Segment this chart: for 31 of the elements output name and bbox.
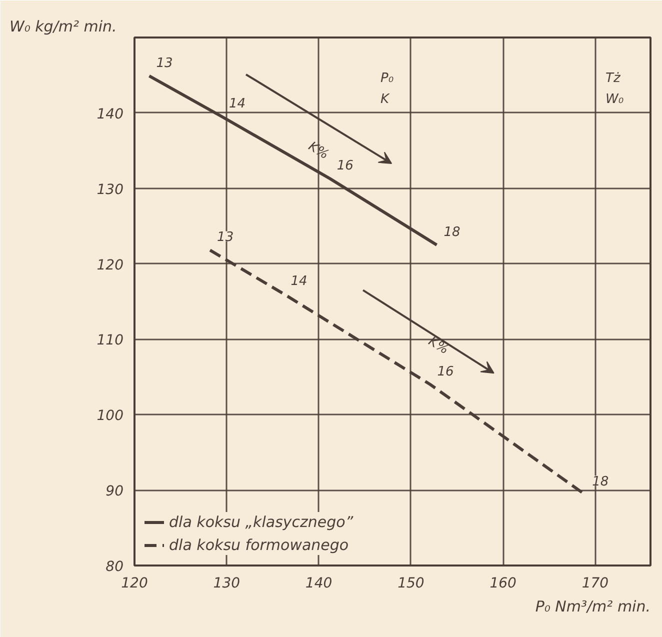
x-tick-label: 120 [121,576,148,592]
annotation: K% [306,139,332,163]
legend-label: dla koksu „klasycznego” [169,513,354,531]
y-tick-label: 130 [96,182,124,198]
annotation: 16 [336,158,354,174]
legend-label: dla koksu formowanego [169,536,349,554]
x-tick-label: 130 [213,576,240,592]
y-axis-title: W₀ kg/m² min. [10,18,117,36]
annotation: 14 [290,274,308,289]
y-tick-label: 90 [106,484,124,500]
x-tick-label: 170 [582,576,609,592]
annotation: W₀ [606,92,624,107]
annotation: Tż [606,71,622,86]
annotation: K [380,92,390,107]
annotation: 16 [437,364,454,380]
x-tick-label: 150 [398,576,424,592]
x-tick-label: 160 [490,576,517,592]
x-axis-title: P₀ Nm³/m² min. [535,598,651,616]
annotation: 18 [592,474,609,490]
annotation: 14 [229,96,246,112]
y-tick-label: 100 [96,408,124,424]
annotation: 13 [217,230,234,246]
annotation: 18 [444,224,460,240]
x-tick-label: 140 [305,576,332,592]
annotation: K% [426,334,452,358]
annotation: 13 [156,56,173,71]
y-tick-label: 140 [96,106,124,122]
y-tick-label: 80 [106,559,124,575]
y-tick-label: 120 [96,257,124,274]
y-tick-label: 110 [96,332,124,349]
annotation: P₀ [380,71,394,86]
